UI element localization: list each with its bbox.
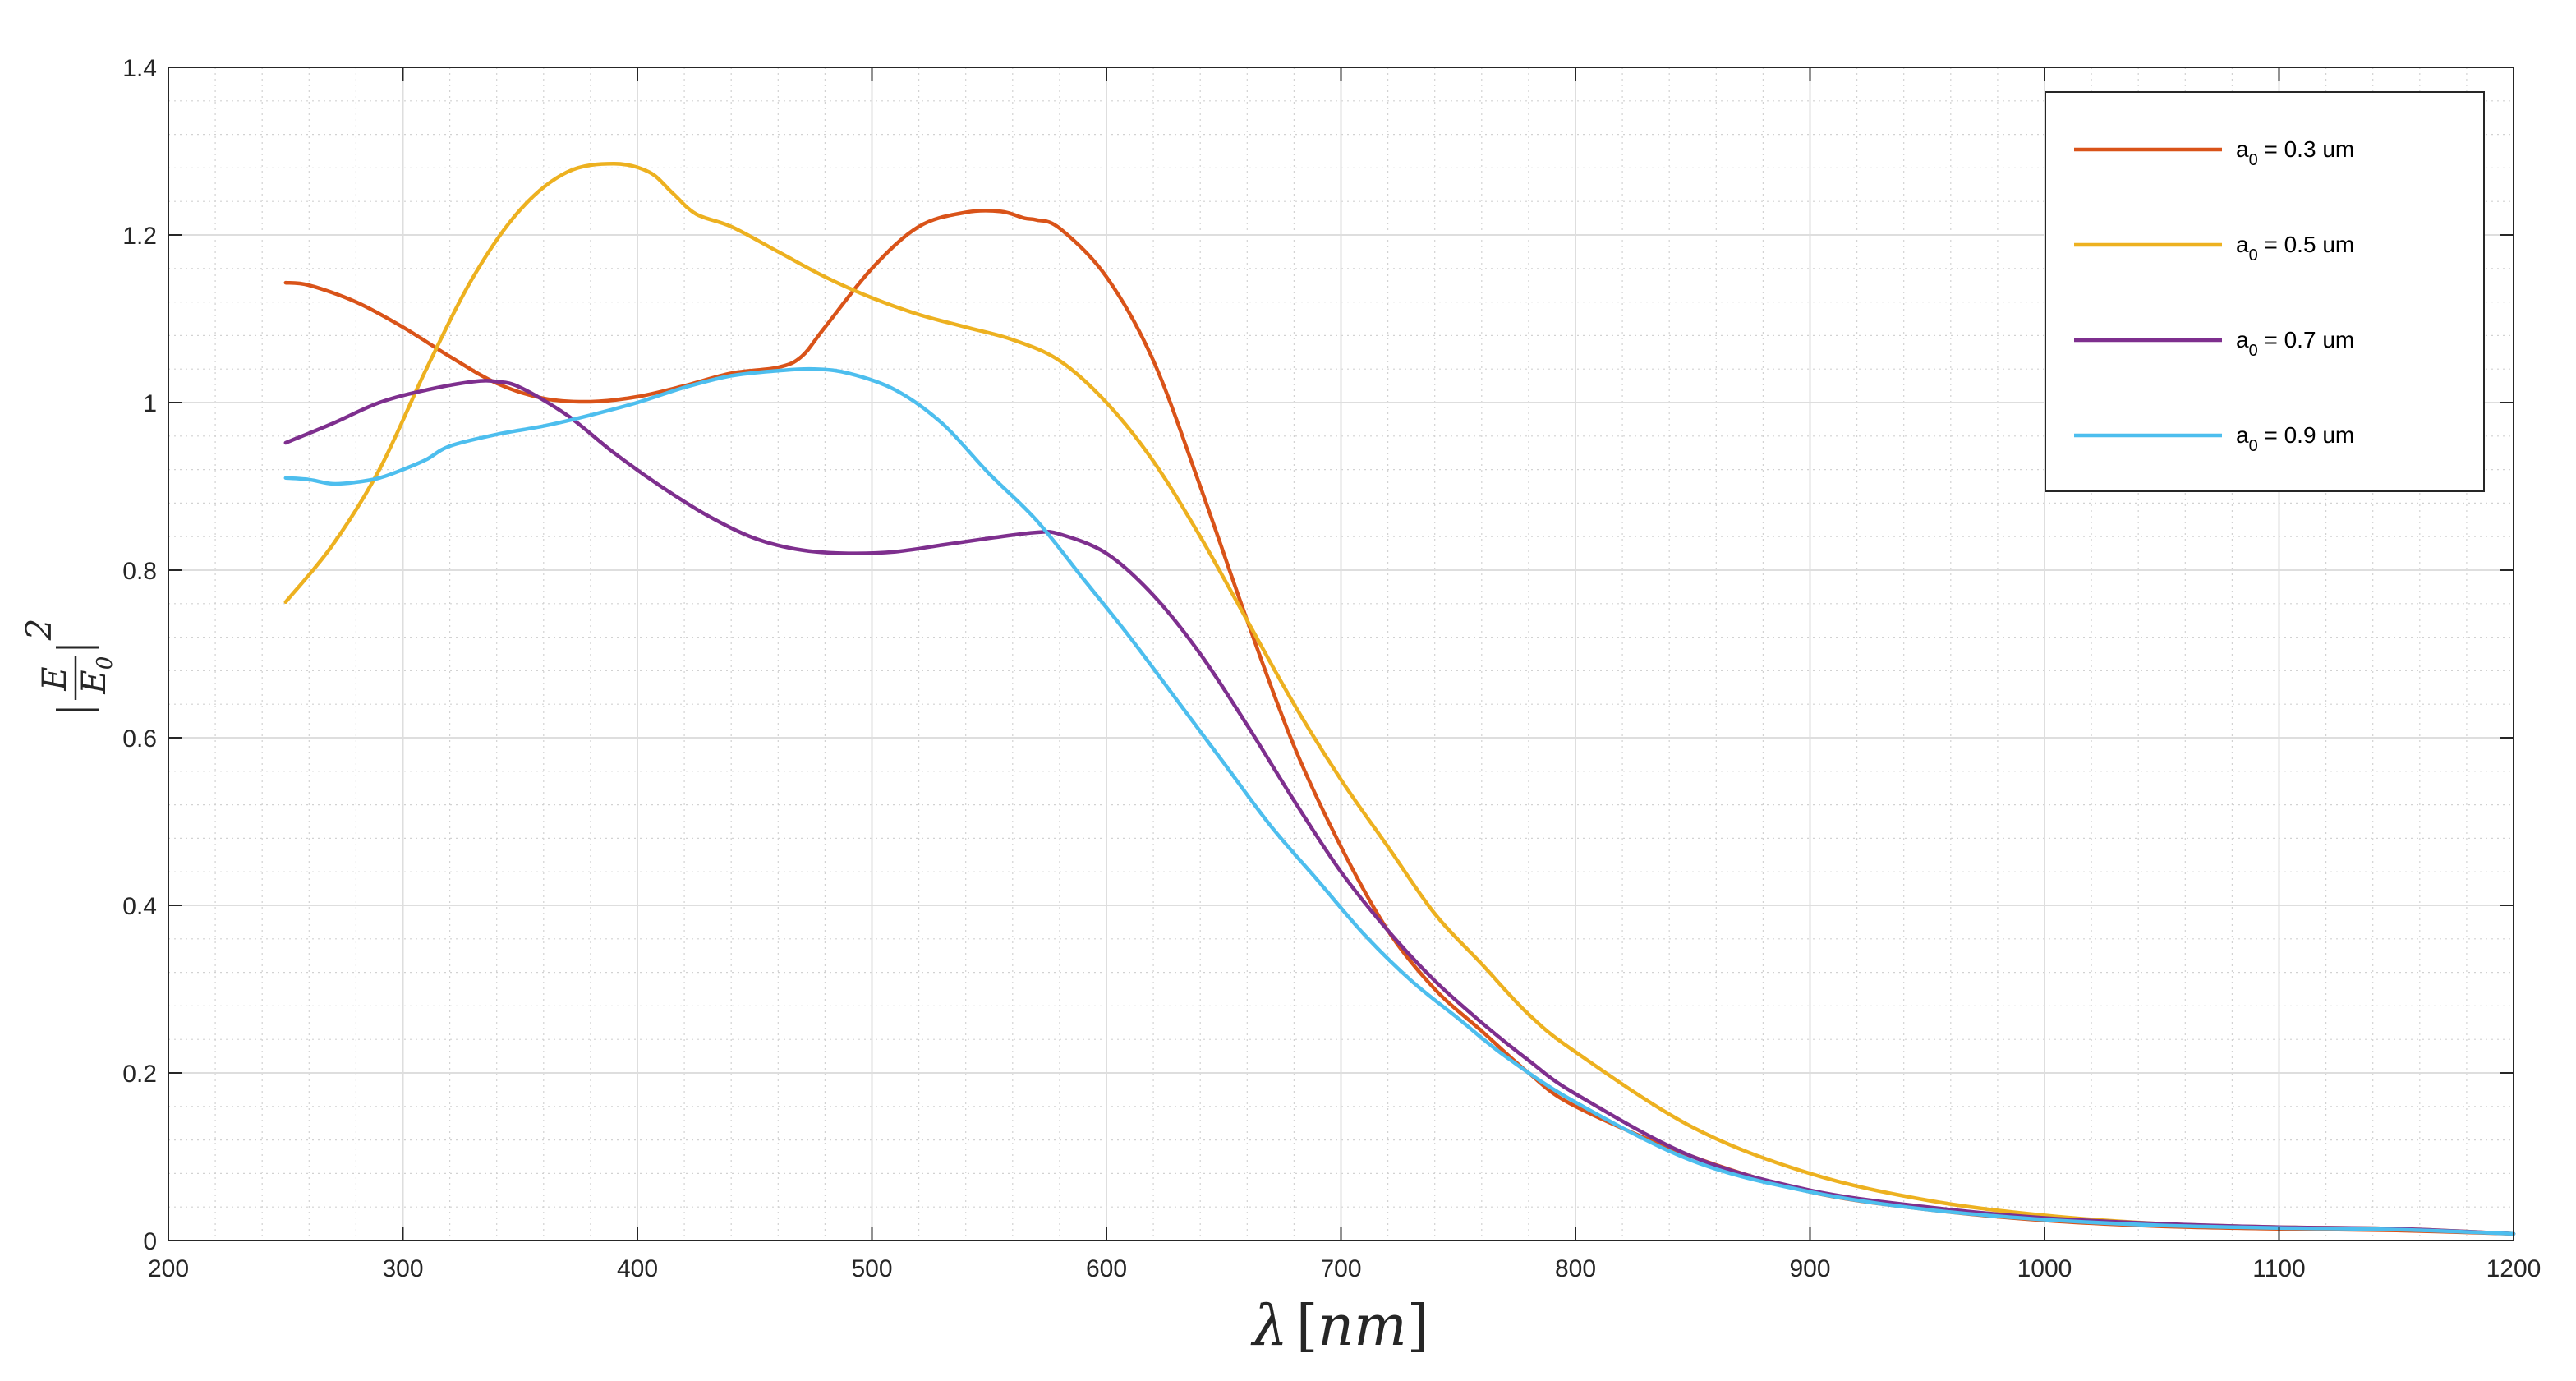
- series-line-4: [283, 366, 2516, 1236]
- minor-grid: [168, 67, 2514, 1241]
- x-tick-label: 1100: [2252, 1255, 2306, 1282]
- y-tick-label: 0.8: [122, 558, 157, 585]
- y-label-denominator: E: [76, 670, 113, 694]
- y-label-numerator: E: [36, 666, 74, 691]
- y-tick-label: 0.6: [122, 725, 157, 753]
- series-line-3: [283, 379, 2516, 1236]
- x-tick-label: 700: [1320, 1255, 1361, 1282]
- x-tick-label: 300: [382, 1255, 423, 1282]
- ticks-layer: [168, 67, 2514, 1241]
- legend-box: [2045, 91, 2485, 492]
- y-tick-labels: 0 0.2 0.4 0.6 0.8 1 1.2 1.4: [122, 55, 157, 1255]
- y-tick-label: 0: [143, 1228, 157, 1255]
- y-label-denominator-sub: 0: [93, 656, 117, 670]
- x-axis-symbol: λ: [1250, 1294, 1288, 1359]
- x-tick-label: 400: [617, 1255, 658, 1282]
- y-tick-label: 0.2: [122, 1061, 157, 1088]
- y-label-power: 2: [19, 619, 59, 642]
- y-tick-label: 0.4: [122, 893, 157, 920]
- legend-label-2: a0 = 0.5 um: [2236, 232, 2354, 265]
- x-tick-label: 600: [1086, 1255, 1127, 1282]
- series-line-2: [283, 162, 2516, 1236]
- x-tick-label: 500: [851, 1255, 892, 1282]
- x-tick-label: 800: [1555, 1255, 1596, 1282]
- legend: a0 = 0.3 um a0 = 0.5 um a0 = 0.7 um a0 = 0.…: [2045, 91, 2485, 492]
- legend-label-3: a0 = 0.7 um: [2236, 327, 2354, 360]
- series-layer: [283, 162, 2516, 1236]
- x-axis-unit: nm: [1318, 1294, 1406, 1359]
- x-tick-label: 200: [148, 1255, 189, 1282]
- x-tick-labels: 200 300 400 500 600 700 800 900 1000 1100 1200: [148, 1255, 2541, 1282]
- y-axis-label: E E 0 2: [19, 619, 117, 711]
- x-tick-label: 1200: [2486, 1255, 2542, 1282]
- x-tick-label: 1000: [2017, 1255, 2072, 1282]
- legend-label-4: a0 = 0.9 um: [2236, 422, 2354, 455]
- x-axis-label: λ [nm]: [1250, 1294, 1428, 1359]
- legend-label-1: a0 = 0.3 um: [2236, 136, 2354, 169]
- y-tick-label: 1: [143, 390, 157, 417]
- y-tick-label: 1.2: [122, 223, 157, 250]
- y-tick-label: 1.4: [122, 55, 157, 82]
- legend-entries: a0 = 0.3 um a0 = 0.5 um a0 = 0.7 um a0 = 0.…: [2074, 136, 2354, 455]
- x-tick-label: 900: [1789, 1255, 1830, 1282]
